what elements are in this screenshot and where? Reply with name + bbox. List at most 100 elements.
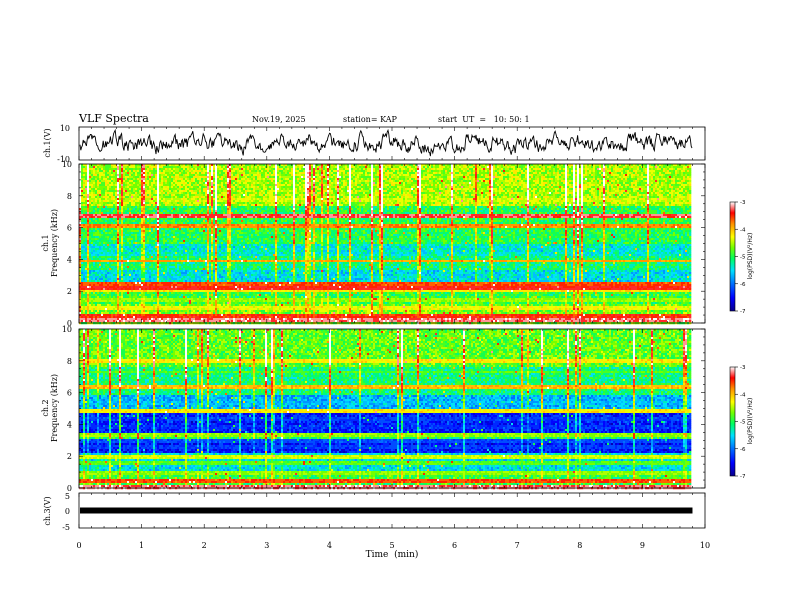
spectrogram-cell (307, 188, 309, 190)
spectrogram-cell (407, 182, 411, 184)
spectrogram-cell (375, 166, 379, 168)
spectrogram-cell (175, 176, 179, 178)
spectrogram-cell (371, 188, 373, 190)
spectrogram-cell (665, 190, 667, 192)
spectrogram-cell (473, 188, 475, 190)
spectrogram-cell (333, 194, 335, 196)
spectrogram-cell (601, 174, 603, 176)
spectrogram-cell (661, 176, 663, 178)
spectrogram-cell (171, 190, 173, 192)
spectrogram-cell (181, 194, 183, 196)
spectrogram-cell (435, 180, 437, 182)
spectrogram-cell (225, 176, 227, 178)
spectrogram-cell (399, 170, 401, 172)
spectrogram-cell (661, 180, 665, 182)
spectrogram-cell (639, 192, 645, 194)
spectrogram-cell (557, 178, 559, 180)
spectrogram-cell (581, 172, 583, 174)
spectrogram-cell (405, 194, 407, 196)
spectrogram-cell (153, 194, 157, 196)
spectrogram-cell (183, 186, 185, 188)
spectrogram-cell (185, 194, 187, 196)
spectrogram-cell (265, 180, 267, 182)
spectrogram-cell (87, 194, 89, 196)
spectrogram-cell (137, 168, 139, 170)
spectrogram-cell (673, 190, 675, 192)
spectrogram-cell (389, 192, 391, 194)
spectrogram-cell (187, 192, 189, 194)
spectrogram-cell (179, 178, 181, 180)
spectrogram-cell (591, 196, 593, 198)
spectrogram-cell (423, 168, 425, 170)
spectrogram-cell (435, 198, 437, 200)
spectrogram-cell (413, 192, 415, 194)
spectrogram-cell (651, 174, 653, 176)
spectrogram-cell (227, 166, 229, 168)
spectrogram-cell (263, 182, 265, 184)
spectrogram-cell (451, 168, 453, 170)
spectrogram-cell (625, 174, 627, 176)
spectrogram-cell (609, 194, 611, 196)
spectrogram-cell (453, 174, 455, 176)
spectrogram-cell (353, 186, 357, 188)
spectrogram-cell (299, 168, 301, 170)
spectrogram-cell (121, 200, 123, 202)
spectrogram-cell (527, 194, 529, 196)
spectrogram-cell (281, 188, 283, 190)
spectrogram-cell (499, 176, 503, 178)
spectrogram-cell (275, 200, 277, 202)
spectrogram-cell (547, 182, 549, 184)
spectrogram-cell (209, 168, 211, 170)
spectrogram-cell (107, 186, 109, 188)
spectrogram-cell (633, 180, 635, 182)
spectrogram-cell (85, 192, 87, 194)
spectrogram-cell (671, 180, 673, 182)
spectrogram-cell (193, 202, 199, 204)
spectrogram-cell (547, 194, 549, 196)
spectrogram-cell (599, 170, 601, 172)
spectrogram-cell (115, 184, 117, 186)
spectrogram-cell (249, 200, 251, 202)
spectrogram-cell (209, 176, 211, 178)
spectrogram-cell (231, 196, 233, 198)
spectrogram-cell (429, 180, 431, 182)
spectrogram-cell (205, 190, 207, 192)
spectrogram-cell (373, 174, 375, 176)
spectrogram-cell (389, 178, 391, 180)
spectrogram-cell (529, 200, 537, 202)
spectrogram-cell (609, 178, 615, 180)
spectrogram-cell (421, 176, 423, 178)
spectrogram-cell (91, 190, 93, 192)
spectrogram-cell (437, 198, 439, 200)
spectrogram-cell (141, 184, 143, 186)
spectrogram-cell (363, 168, 365, 170)
spectrogram-cell (283, 178, 285, 180)
spectrogram-cell (487, 174, 489, 176)
spectrogram-cell (413, 168, 415, 170)
spectrogram-cell (175, 172, 179, 174)
spectrogram-cell (321, 176, 323, 178)
spectrogram-cell (135, 166, 137, 168)
spectrogram-cell (387, 178, 389, 180)
spectrogram-cell (283, 170, 287, 172)
spectrogram-cell (193, 168, 195, 170)
spectrogram-cell (513, 168, 515, 170)
spectrogram-cell (379, 180, 381, 182)
spectrogram-cell (583, 176, 585, 178)
spectrogram-cell (395, 166, 399, 168)
spectrogram-cell (341, 176, 343, 178)
spectrogram-cell (561, 172, 563, 174)
spectrogram-cell (185, 190, 187, 192)
spectrogram-cell (227, 202, 231, 204)
spectrogram-cell (551, 190, 553, 192)
spectrogram-cell (175, 180, 177, 182)
spectrogram-cell (577, 196, 579, 198)
spectrogram-cell (539, 184, 543, 186)
spectrogram-cell (443, 180, 445, 182)
spectrogram-cell (163, 172, 165, 174)
spectrogram-cell (467, 190, 469, 192)
spectrogram-cell (687, 188, 689, 190)
spectrogram-cell (161, 202, 163, 204)
spectrogram-cell (305, 184, 309, 186)
spectrogram-cell (655, 186, 657, 188)
